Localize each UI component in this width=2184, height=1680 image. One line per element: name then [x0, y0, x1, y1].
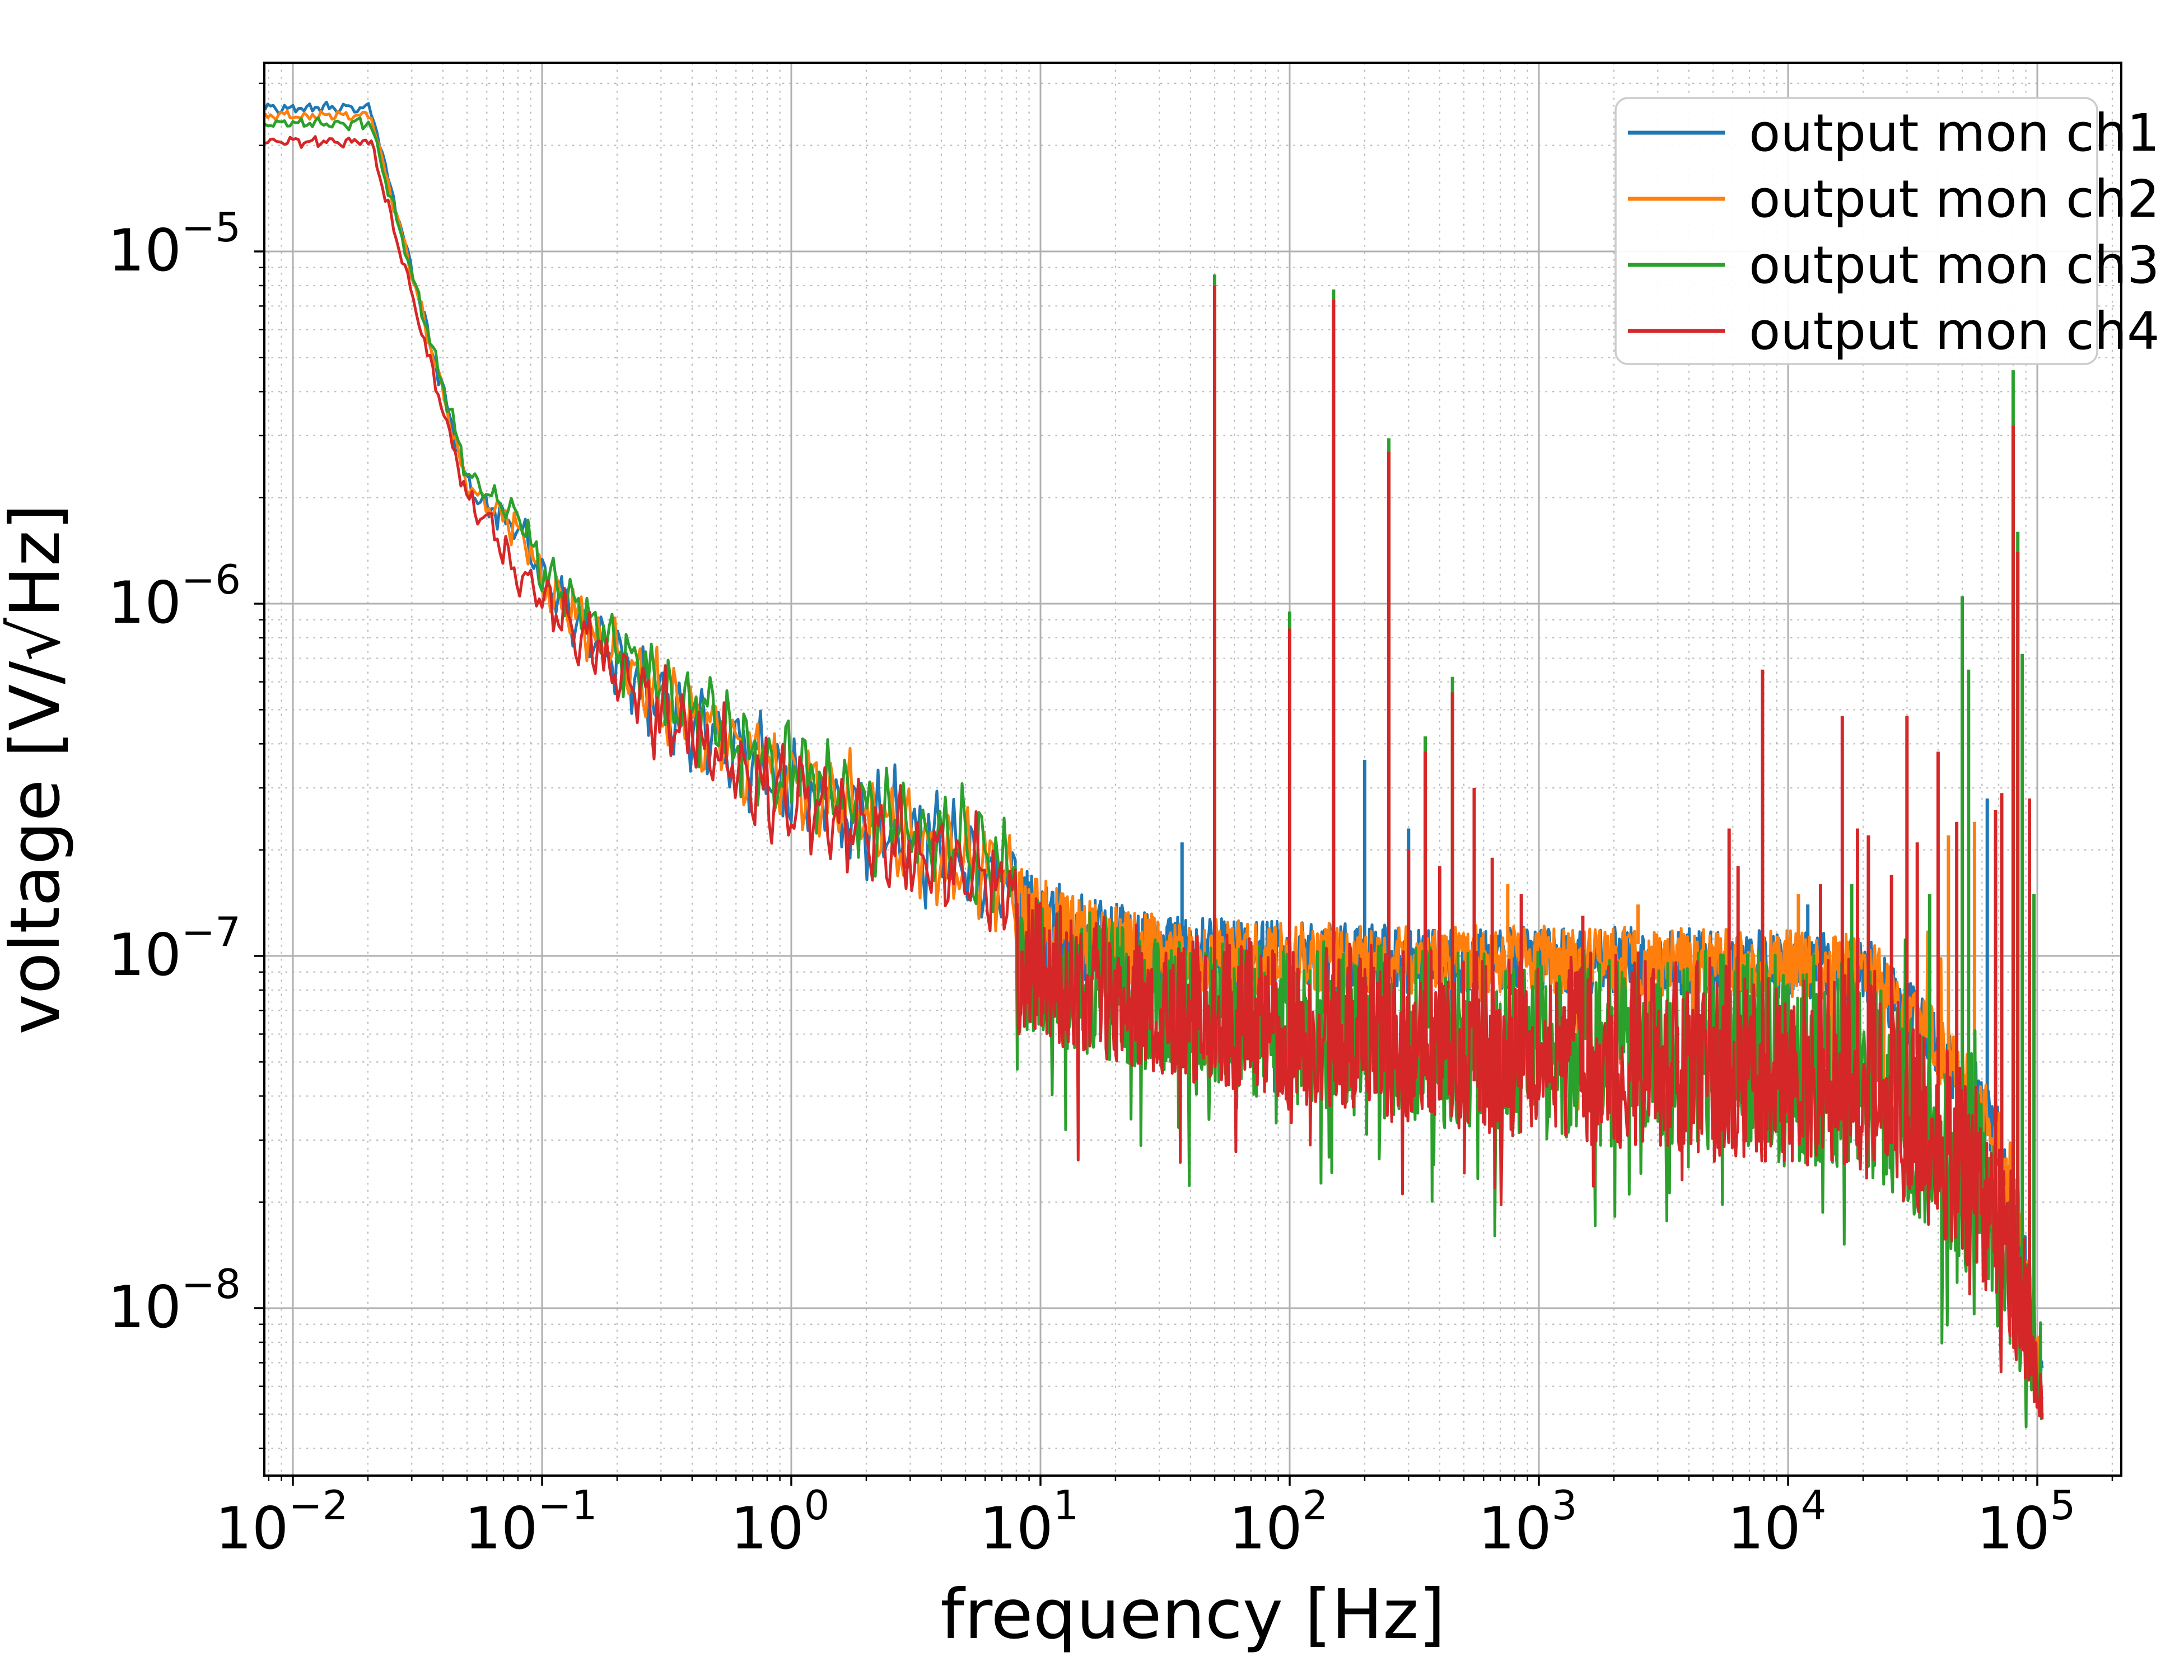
x-tick-label-1e3: 103 [1478, 1482, 1578, 1562]
legend-label-ch2: output mon ch2 [1749, 169, 2160, 229]
legend-item-ch1: output mon ch1 [1628, 103, 2160, 163]
legend-label-ch1: output mon ch1 [1749, 103, 2160, 163]
legend-label-ch3: output mon ch3 [1749, 235, 2160, 295]
y-axis-label: voltage [V/√Hz] [0, 504, 75, 1035]
legend-item-ch2: output mon ch2 [1628, 169, 2160, 229]
series-group [264, 100, 2044, 1429]
legend-item-ch3: output mon ch3 [1628, 235, 2160, 295]
y-tick-label-1e-5: 10−5 [108, 204, 241, 284]
tick-marks [254, 82, 2113, 1486]
axes-spines [263, 62, 2122, 1477]
y-tick-label-1e-8: 10−8 [108, 1261, 241, 1341]
x-tick-label-1e2: 102 [1229, 1482, 1328, 1562]
x-axis-label: frequency [Hz] [940, 1575, 1445, 1654]
x-tick-label-1e-1: 10−1 [464, 1482, 597, 1562]
series-spikes-ch2 [1506, 822, 1976, 1078]
y-tick-label-1e-7: 10−7 [108, 908, 241, 989]
legend-box [1614, 97, 2098, 365]
legend-item-ch4: output mon ch4 [1628, 301, 2160, 361]
svg-text:voltage [V/√Hz]: voltage [V/√Hz] [0, 504, 75, 1035]
x-tick-label-1e0: 100 [731, 1482, 830, 1562]
x-tick-label-1e4: 104 [1728, 1482, 1827, 1562]
x-tick-label-1e-2: 10−2 [215, 1482, 348, 1562]
y-tick-label-1e-6: 10−6 [108, 556, 241, 637]
series-spikes-ch4 [1213, 286, 2031, 1343]
x-tick-label-1e1: 101 [980, 1482, 1079, 1562]
series-line-ch4 [264, 135, 2044, 1420]
legend-label-ch4: output mon ch4 [1749, 301, 2160, 361]
x-tick-label-1e5: 105 [1977, 1482, 2076, 1562]
